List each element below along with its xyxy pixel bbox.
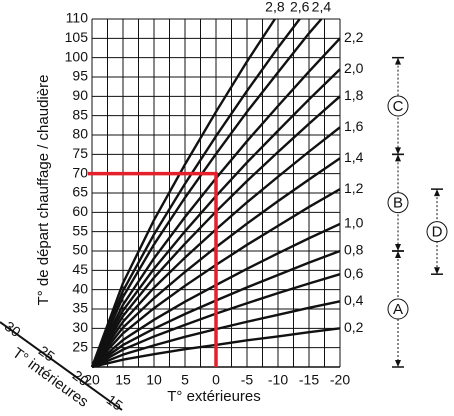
zone-arrow bbox=[395, 251, 401, 258]
x-tick-label: 5 bbox=[181, 372, 189, 388]
zone-arrow bbox=[395, 244, 401, 251]
x-tick-label: 20 bbox=[84, 372, 100, 388]
y-tick-label: 45 bbox=[72, 261, 88, 277]
zone-badge bbox=[387, 192, 409, 214]
curve-label: 1,6 bbox=[344, 118, 364, 134]
curve-label: 0,8 bbox=[344, 242, 364, 258]
x-axis-label: T° extérieures bbox=[167, 388, 261, 405]
curve-label: 2,0 bbox=[344, 60, 364, 76]
curve-label: 2,8 bbox=[265, 0, 285, 15]
y-tick-label: 25 bbox=[72, 338, 88, 354]
x-tick-label: 15 bbox=[115, 372, 131, 388]
y-tick-label: 55 bbox=[72, 222, 88, 238]
x-tick-label: -5 bbox=[241, 372, 254, 388]
interior-tick-label: 15 bbox=[104, 391, 126, 411]
highlight-line bbox=[88, 171, 218, 367]
zone-label: D bbox=[432, 224, 443, 241]
zone-label: A bbox=[393, 301, 403, 318]
curve-label: 0,4 bbox=[344, 292, 364, 308]
zone-badge bbox=[426, 221, 448, 243]
y-tick-label: 65 bbox=[72, 184, 88, 200]
zone-badge bbox=[387, 298, 409, 320]
x-tick-label: -20 bbox=[330, 372, 350, 388]
y-tick-label: 75 bbox=[72, 145, 88, 161]
y-tick-label: 95 bbox=[72, 68, 88, 84]
x-tick-label: -15 bbox=[299, 372, 319, 388]
curve-label: 0,2 bbox=[344, 319, 364, 335]
y-tick-label: 100 bbox=[65, 48, 89, 64]
curve bbox=[90, 18, 301, 368]
curve-label: 1,4 bbox=[344, 149, 364, 165]
y-tick-label: 60 bbox=[72, 203, 88, 219]
zone-arrow bbox=[395, 360, 401, 367]
zone-arrow bbox=[395, 154, 401, 162]
curve-label: 0,6 bbox=[344, 265, 364, 281]
y-tick-label: 105 bbox=[65, 29, 89, 45]
y-tick-label: 50 bbox=[72, 242, 88, 258]
y-tick-label: 110 bbox=[66, 10, 89, 26]
x-tick-label: 10 bbox=[146, 372, 162, 388]
curve-label: 2,6 bbox=[290, 0, 310, 15]
y-tick-label: 30 bbox=[72, 319, 88, 335]
x-tick-label: 0 bbox=[212, 372, 220, 388]
y-tick-label: 70 bbox=[72, 164, 88, 180]
y-tick-label: 35 bbox=[72, 300, 88, 316]
zone-label: B bbox=[393, 195, 403, 212]
zone-arrow bbox=[434, 267, 440, 275]
curve-label: 2,4 bbox=[312, 0, 332, 15]
y-axis-label: T° de départ chauffage / chaudière bbox=[35, 75, 52, 306]
zone-arrow bbox=[395, 57, 401, 65]
interior-axis-line bbox=[0, 321, 123, 411]
curve-label: 1,2 bbox=[344, 180, 364, 196]
y-tick-label: 80 bbox=[72, 126, 88, 142]
zone-arrow bbox=[395, 147, 401, 155]
curve bbox=[90, 18, 323, 368]
curve-label: 1,8 bbox=[344, 87, 364, 103]
y-tick-label: 40 bbox=[72, 280, 88, 296]
zone-label: C bbox=[393, 98, 404, 115]
y-tick-label: 85 bbox=[72, 106, 88, 122]
zone-arrow bbox=[434, 189, 440, 197]
curve-label: 2,2 bbox=[344, 29, 364, 45]
y-tick-label: 90 bbox=[72, 87, 88, 103]
x-tick-label: -10 bbox=[268, 372, 288, 388]
curve-label: 1,0 bbox=[344, 215, 364, 231]
curve bbox=[90, 18, 276, 368]
zone-badge bbox=[387, 95, 409, 117]
